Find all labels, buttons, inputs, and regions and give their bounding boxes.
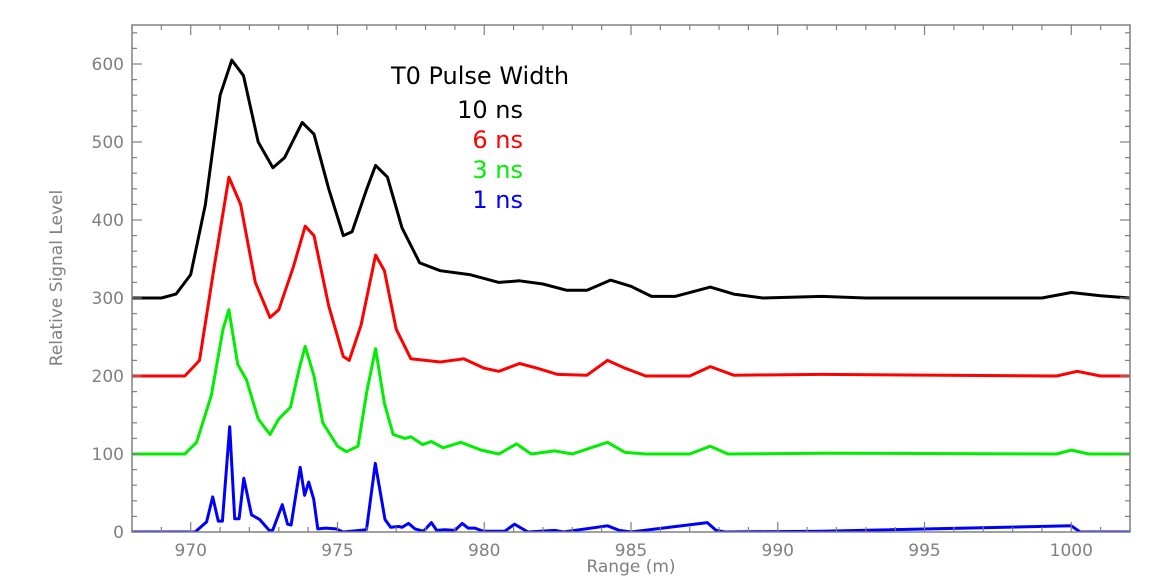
y-tick-label: 600 (92, 55, 124, 75)
legend-title: T0 Pulse Width (390, 62, 569, 90)
y-tick-label: 100 (92, 445, 124, 465)
y-tick-label: 0 (113, 523, 124, 543)
legend-entry: 10 ns (457, 96, 523, 124)
series-line-10-ns (132, 58, 1130, 300)
y-tick-label: 500 (92, 133, 124, 153)
x-tick-label: 995 (908, 541, 940, 561)
legend-entry: 6 ns (472, 126, 523, 154)
series-layer (132, 58, 1130, 532)
series-line-6-ns (132, 175, 1130, 378)
x-tick-label: 990 (762, 541, 794, 561)
y-tick-label: 200 (92, 367, 124, 387)
x-tick-label: 980 (468, 541, 500, 561)
legend: 10 ns6 ns3 ns1 ns (457, 96, 523, 214)
legend-entry: 3 ns (472, 156, 523, 184)
ticks-layer: 970 975 980 985 990 995 1000 0 100 200 300 400 500 60… (92, 25, 1131, 561)
series-line-3-ns (132, 308, 1130, 456)
y-axis-title: Relative Signal Level (47, 190, 67, 366)
x-tick-label: 985 (615, 541, 647, 561)
x-tick-label: 970 (174, 541, 206, 561)
y-tick-label: 400 (92, 211, 124, 231)
plot-frame (131, 24, 1131, 533)
series-line-1-ns (132, 425, 1130, 532)
x-tick-label: 1000 (1050, 541, 1093, 561)
y-tick-label: 300 (92, 289, 124, 309)
legend-entry: 1 ns (472, 186, 523, 214)
x-tick-label: 975 (321, 541, 353, 561)
x-axis-title: Range (m) (586, 557, 675, 577)
